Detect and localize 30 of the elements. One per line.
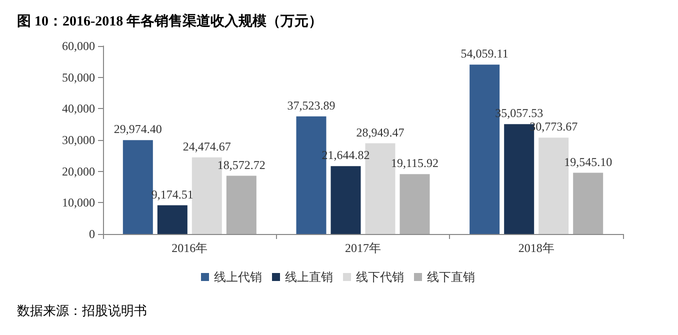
legend-label: 线上代销 [214,270,262,284]
x-tick-label: 2017年 [345,241,381,255]
legend-label: 线上直销 [285,270,333,284]
data-label: 37,523.89 [287,98,336,112]
source-note: 数据来源：招股说明书 [17,303,147,318]
data-label: 18,572.72 [217,158,266,172]
data-label: 28,949.47 [356,125,404,140]
data-label: 19,545.10 [564,154,612,169]
x-tick-label: 2016年 [172,241,208,255]
y-tick-label: 60,000 [62,39,95,53]
data-label: 24,474.67 [182,139,231,154]
data-label: 54,059.11 [460,46,508,61]
bar [226,176,256,234]
bar [400,174,430,234]
y-tick-label: 30,000 [62,133,95,147]
bar [122,140,153,234]
y-tick-label: 10,000 [62,196,95,210]
legend-label: 线下直销 [427,270,475,284]
chart-title: 图 10：2016-2018 年各销售渠道收入规模（万元） [17,12,323,30]
legend-label: 线下代销 [356,270,404,284]
x-tick-label: 2018年 [518,241,554,255]
y-tick-label: 20,000 [62,164,95,178]
y-tick-label: 40,000 [62,102,95,116]
bar [330,166,361,234]
bar [157,205,188,234]
data-label: 19,115.92 [390,156,439,170]
bar [573,172,604,234]
y-tick-label: 0 [89,227,95,241]
data-label: 29,974.40 [114,122,162,136]
y-tick-label: 50,000 [62,70,95,84]
